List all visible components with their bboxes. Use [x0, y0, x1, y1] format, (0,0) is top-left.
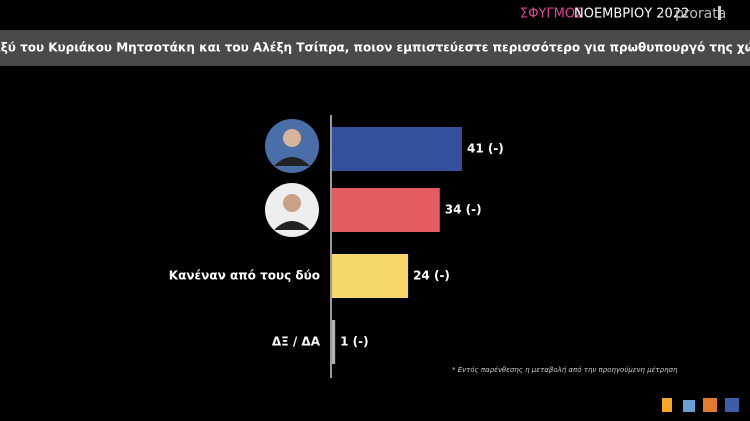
- bar: [332, 320, 336, 364]
- footer-icons: [662, 398, 739, 412]
- icon: [725, 398, 739, 412]
- bar: [332, 188, 440, 232]
- photo: [265, 183, 319, 237]
- brand: ΣΦΥΓΜΟΣ: [520, 7, 583, 22]
- value-label: 24 (-): [413, 269, 450, 283]
- icon: [662, 398, 672, 412]
- title-bar: [0, 30, 750, 66]
- photo-face: [283, 194, 301, 212]
- photo-body: [274, 157, 310, 166]
- value-label: 41 (-): [467, 142, 504, 156]
- note: * Εντός παρένθεσης η μεταβολή από την πρ…: [452, 366, 678, 374]
- icon: [683, 400, 695, 412]
- value-label: 34 (-): [445, 203, 482, 217]
- photo-face: [283, 129, 301, 147]
- value-label: 1 (-): [340, 335, 368, 349]
- logo-mark: [718, 6, 721, 20]
- logo: prorata: [675, 6, 726, 22]
- period: ΝΟΕΜΒΡΙΟΥ 2022: [574, 7, 689, 22]
- bar: [332, 254, 409, 298]
- chart-title: Μεταξύ του Κυριάκου Μητσοτάκη και του Αλ…: [0, 41, 750, 55]
- icon: [703, 398, 717, 412]
- photo: [265, 119, 319, 173]
- photo-body: [274, 221, 310, 230]
- category-label: ΔΞ / ΔΑ: [272, 335, 321, 349]
- category-label: Κανέναν από τους δύο: [169, 269, 320, 283]
- bar: [332, 127, 462, 171]
